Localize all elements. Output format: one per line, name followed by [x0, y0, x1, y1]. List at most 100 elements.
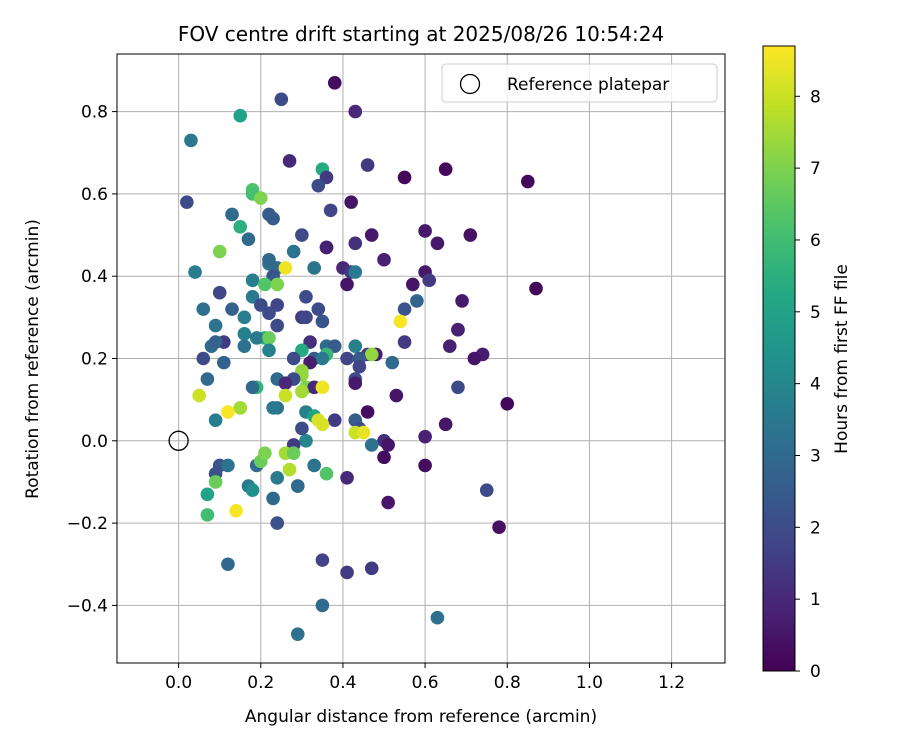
colorbar-tick-label: 4	[810, 375, 821, 395]
data-point	[364, 561, 379, 576]
y-axis-label: Rotation from reference (arcmin)	[23, 219, 43, 499]
data-point	[295, 343, 309, 358]
data-point	[274, 92, 289, 107]
data-point	[229, 503, 243, 518]
data-point	[217, 355, 231, 370]
data-point	[348, 236, 363, 251]
data-point	[180, 195, 194, 209]
data-point	[225, 302, 239, 316]
data-point	[307, 261, 321, 275]
colorbar-tick-label: 1	[810, 590, 821, 610]
data-point	[282, 462, 297, 477]
data-point	[455, 294, 469, 308]
x-tick-label: 1.2	[658, 673, 685, 693]
x-tick-label: 0.6	[412, 673, 439, 693]
data-point	[418, 429, 432, 444]
data-point	[237, 327, 252, 341]
data-point	[438, 162, 453, 177]
data-point	[270, 318, 285, 333]
data-point	[258, 277, 272, 292]
colorbar-tick-label: 2	[810, 518, 821, 538]
data-point	[348, 104, 363, 119]
data-point	[303, 335, 317, 349]
data-point	[348, 376, 363, 390]
data-point	[192, 388, 206, 403]
data-point	[262, 252, 276, 267]
data-point	[299, 433, 313, 448]
data-point	[323, 203, 338, 218]
data-point	[184, 133, 198, 148]
data-point	[422, 273, 437, 288]
data-point	[521, 174, 535, 189]
y-tick-label: 0.6	[81, 185, 108, 205]
x-tick-label: 0.4	[329, 673, 356, 693]
x-tick-label: 0.2	[247, 673, 274, 693]
data-points	[180, 76, 543, 641]
data-point	[438, 417, 453, 432]
data-point	[270, 471, 285, 485]
colorbar-tick-label: 8	[810, 87, 821, 107]
y-tick-label: −0.2	[67, 514, 108, 534]
data-point	[397, 302, 412, 316]
x-axis-ticks: 0.0 0.2 0.4 0.6 0.8 1.0 1.2	[165, 663, 685, 693]
data-point	[295, 421, 309, 436]
data-point	[467, 351, 482, 366]
data-point	[451, 380, 465, 395]
data-point	[327, 339, 342, 353]
data-point	[500, 396, 515, 411]
colorbar-label: Hours from first FF file	[832, 264, 852, 454]
data-point	[233, 220, 248, 234]
data-point	[299, 310, 313, 325]
data-point	[196, 351, 211, 366]
data-point	[397, 335, 412, 349]
data-point	[270, 516, 285, 530]
data-point	[237, 310, 252, 325]
data-point	[315, 351, 330, 366]
data-point	[315, 314, 330, 329]
reference-point	[168, 430, 189, 451]
data-point	[295, 228, 309, 242]
data-point	[233, 401, 248, 415]
data-point	[356, 425, 371, 440]
data-point	[340, 471, 354, 485]
data-point	[221, 557, 235, 572]
colorbar-tick-label: 6	[810, 231, 821, 251]
data-point	[282, 154, 297, 168]
x-tick-label: 1.0	[576, 673, 603, 693]
data-point	[348, 339, 363, 353]
colorbar-tick-label: 7	[810, 159, 821, 179]
legend-entry-reference: Reference platepar	[507, 75, 669, 95]
data-point	[253, 298, 268, 312]
data-point	[319, 170, 334, 185]
legend: Reference platepar	[441, 63, 718, 103]
data-point	[212, 244, 227, 259]
data-point	[344, 195, 358, 209]
colorbar-ticks: 0 1 2 3 4 5 6 7 8	[795, 87, 821, 682]
colorbar-tick-label: 3	[810, 446, 821, 466]
data-point	[381, 495, 395, 510]
data-point	[262, 343, 276, 358]
data-point	[430, 610, 445, 625]
data-point	[208, 318, 223, 333]
data-point	[360, 158, 375, 172]
data-point	[299, 289, 313, 304]
data-point	[245, 380, 260, 395]
legend-reference-marker	[459, 73, 481, 95]
data-point	[208, 335, 223, 349]
data-point	[270, 277, 285, 292]
y-tick-label: 0.4	[81, 267, 108, 287]
data-point	[340, 277, 354, 292]
colorbar	[762, 45, 796, 672]
data-point	[295, 384, 309, 399]
data-point	[245, 483, 260, 497]
data-point	[266, 401, 280, 415]
data-point	[278, 376, 293, 390]
legend-box	[441, 63, 718, 103]
data-point	[290, 627, 305, 641]
data-point	[410, 294, 424, 308]
data-point	[307, 458, 321, 473]
data-point	[303, 355, 317, 370]
x-tick-label: 0.8	[494, 673, 521, 693]
data-point	[208, 475, 223, 489]
